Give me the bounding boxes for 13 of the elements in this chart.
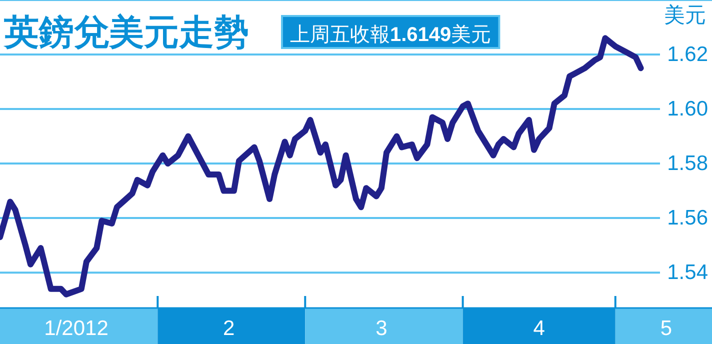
y-tick-label: 1.62 (667, 43, 708, 66)
y-tick-label: 1.56 (667, 206, 708, 230)
y-axis-title: 美元 (664, 4, 706, 27)
x-tick-label: 5 (660, 317, 672, 340)
text: 上周五收報1.6149美元 (290, 23, 492, 46)
y-tick-label: 1.60 (667, 98, 708, 121)
x-tick-label: 4 (533, 317, 546, 340)
x-tick-label: 3 (376, 317, 388, 340)
x-tick-label: 2 (223, 317, 235, 340)
y-tick-label: 1.54 (667, 261, 708, 284)
y-tick-label: 1.58 (667, 152, 708, 176)
x-tick-label: 1/2012 (44, 317, 108, 340)
chart-title: 英鎊兌美元走勢 (3, 13, 249, 52)
